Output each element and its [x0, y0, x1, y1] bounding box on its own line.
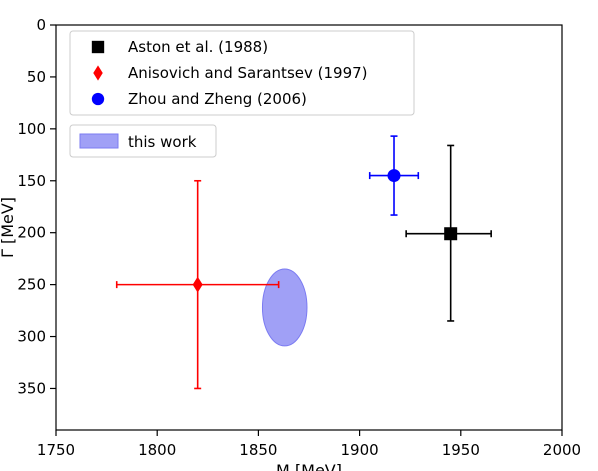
- x-tick-label: 1950: [442, 441, 480, 459]
- y-tick-label: 100: [17, 120, 46, 138]
- series-0: [405, 144, 492, 322]
- plot-frame: [55, 24, 563, 431]
- legend: Aston et al. (1988) Anisovich and Sarants…: [69, 30, 415, 158]
- y-tick-label: 150: [17, 172, 46, 190]
- legend-label: Aston et al. (1988): [128, 38, 268, 56]
- y-tick-label: 350: [17, 379, 46, 397]
- y-tick-label: 250: [17, 276, 46, 294]
- region-legend-swatch: [79, 133, 119, 149]
- data-point: [387, 169, 401, 183]
- y-axis-label: Γ [MeV]: [0, 197, 17, 258]
- legend-marker: [91, 92, 105, 106]
- axes: 1750 1800 1850 1900 1950 2000 0 50 100 150 200 250 3…: [0, 16, 581, 471]
- legend-marker: [93, 65, 103, 81]
- plot-area: [115, 135, 492, 390]
- series-2: [368, 135, 420, 216]
- region-legend-box: [69, 124, 217, 158]
- legend-entry-0: Aston et al. (1988): [91, 38, 268, 56]
- data-point: [192, 276, 203, 293]
- y-tick-label: 50: [27, 68, 46, 86]
- region-legend-label: this work: [128, 133, 197, 151]
- legend-label: Zhou and Zheng (2006): [128, 90, 307, 108]
- x-tick-label: 1900: [341, 441, 379, 459]
- x-tick-label: 1800: [138, 441, 176, 459]
- legend-box: [69, 30, 415, 116]
- legend-entry-1: Anisovich and Sarantsev (1997): [93, 64, 368, 82]
- this-work-region: [261, 268, 308, 347]
- region-legend-entry: this work: [79, 133, 197, 151]
- x-tick-label: 2000: [543, 441, 581, 459]
- y-tick-label: 200: [17, 224, 46, 242]
- legend-entry-2: Zhou and Zheng (2006): [91, 90, 307, 108]
- x-tick-label: 1850: [239, 441, 277, 459]
- data-point: [444, 227, 458, 241]
- legend-label: Anisovich and Sarantsev (1997): [128, 64, 368, 82]
- x-tick-label: 1750: [37, 441, 75, 459]
- series-1: [115, 179, 280, 390]
- legend-marker: [91, 40, 105, 54]
- y-tick-label: 300: [17, 328, 46, 346]
- y-tick-label: 0: [36, 16, 46, 34]
- x-axis-label: M [MeV]: [276, 461, 342, 471]
